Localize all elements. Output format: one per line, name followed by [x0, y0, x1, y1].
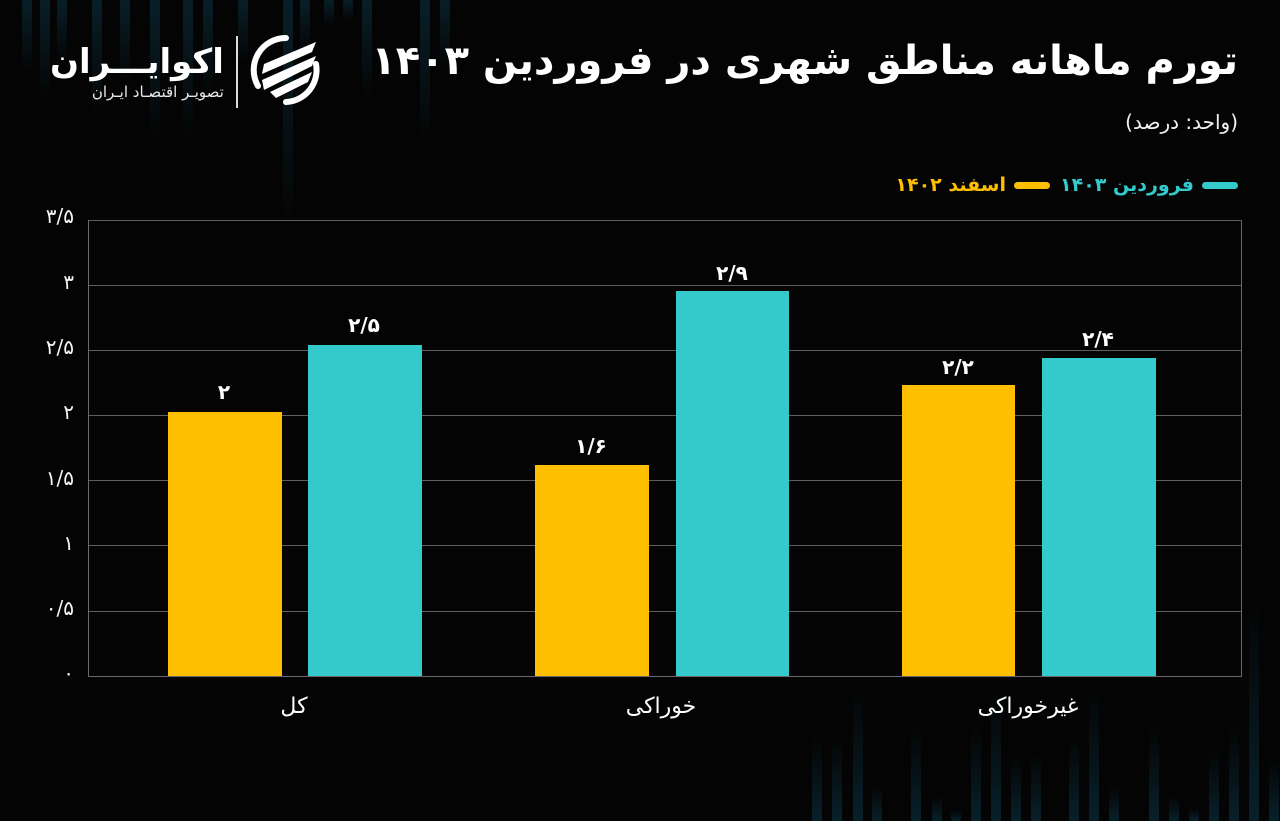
x-category-label: کل — [280, 694, 308, 719]
bar-value-label: ۲/۲ — [942, 355, 974, 379]
bar-value-label: ۱/۶ — [575, 434, 607, 458]
bar-value-label: ۲/۴ — [1082, 327, 1114, 351]
bar-value-label: ۲/۹ — [716, 261, 748, 285]
gridline — [89, 480, 1241, 481]
gridline — [89, 611, 1241, 612]
y-tick: ۲/۵ — [45, 335, 74, 359]
logo-name: اکوایـــران — [50, 42, 224, 82]
bar-khoraki-esfand-1402 — [535, 465, 649, 676]
x-category-label: غیرخوراکی — [977, 694, 1079, 719]
bar-value-label: ۲/۵ — [348, 313, 380, 337]
bar-kol-esfand-1402 — [168, 412, 282, 676]
bar-kol-farvardin-1403 — [308, 345, 422, 676]
logo-text: اکوایـــران تصویـر اقتصـاد ایـران — [50, 42, 224, 102]
chart-legend: فروردین ۱۴۰۳ اسفند ۱۴۰۲ — [895, 174, 1238, 196]
bar-value-label: ۲ — [217, 380, 231, 404]
logo-divider — [235, 36, 238, 108]
gridline — [89, 220, 1241, 221]
legend-label: فروردین ۱۴۰۳ — [1060, 174, 1194, 196]
legend-item-esfand-1402: اسفند ۱۴۰۲ — [895, 174, 1050, 196]
legend-item-farvardin-1403: فروردین ۱۴۰۳ — [1060, 174, 1238, 196]
gridline — [89, 285, 1241, 286]
y-tick: ۳ — [63, 270, 74, 294]
y-tick: ۱ — [63, 531, 74, 555]
gridline — [89, 415, 1241, 416]
logo-tagline: تصویـر اقتصـاد ایـران — [91, 83, 224, 101]
bar-khoraki-farvardin-1403 — [676, 291, 789, 676]
ecoiran-logo: اکوایـــران تصویـر اقتصـاد ایـران — [50, 34, 322, 110]
chart-title: تورم ماهانه مناطق شهری در فروردین ۱۴۰۳ — [371, 38, 1238, 84]
y-tick: ۰/۵ — [45, 596, 74, 620]
bar-gheirkhoraki-esfand-1402 — [902, 385, 1015, 676]
y-tick: ۱/۵ — [45, 466, 74, 490]
chart-subtitle: (واحد: درصد) — [1125, 110, 1238, 134]
bar-gheirkhoraki-farvardin-1403 — [1042, 358, 1156, 676]
legend-label: اسفند ۱۴۰۲ — [895, 174, 1006, 196]
y-tick: ۰ — [63, 661, 74, 685]
legend-swatch-yellow — [1014, 181, 1050, 189]
x-category-label: خوراکی — [625, 694, 697, 719]
plot-area — [88, 220, 1242, 677]
y-tick: ۲ — [63, 400, 74, 424]
ecoiran-logo-icon — [250, 34, 322, 110]
gridline — [89, 350, 1241, 351]
y-tick: ۳/۵ — [45, 204, 74, 228]
legend-swatch-cyan — [1202, 181, 1238, 189]
gridline — [89, 545, 1241, 546]
